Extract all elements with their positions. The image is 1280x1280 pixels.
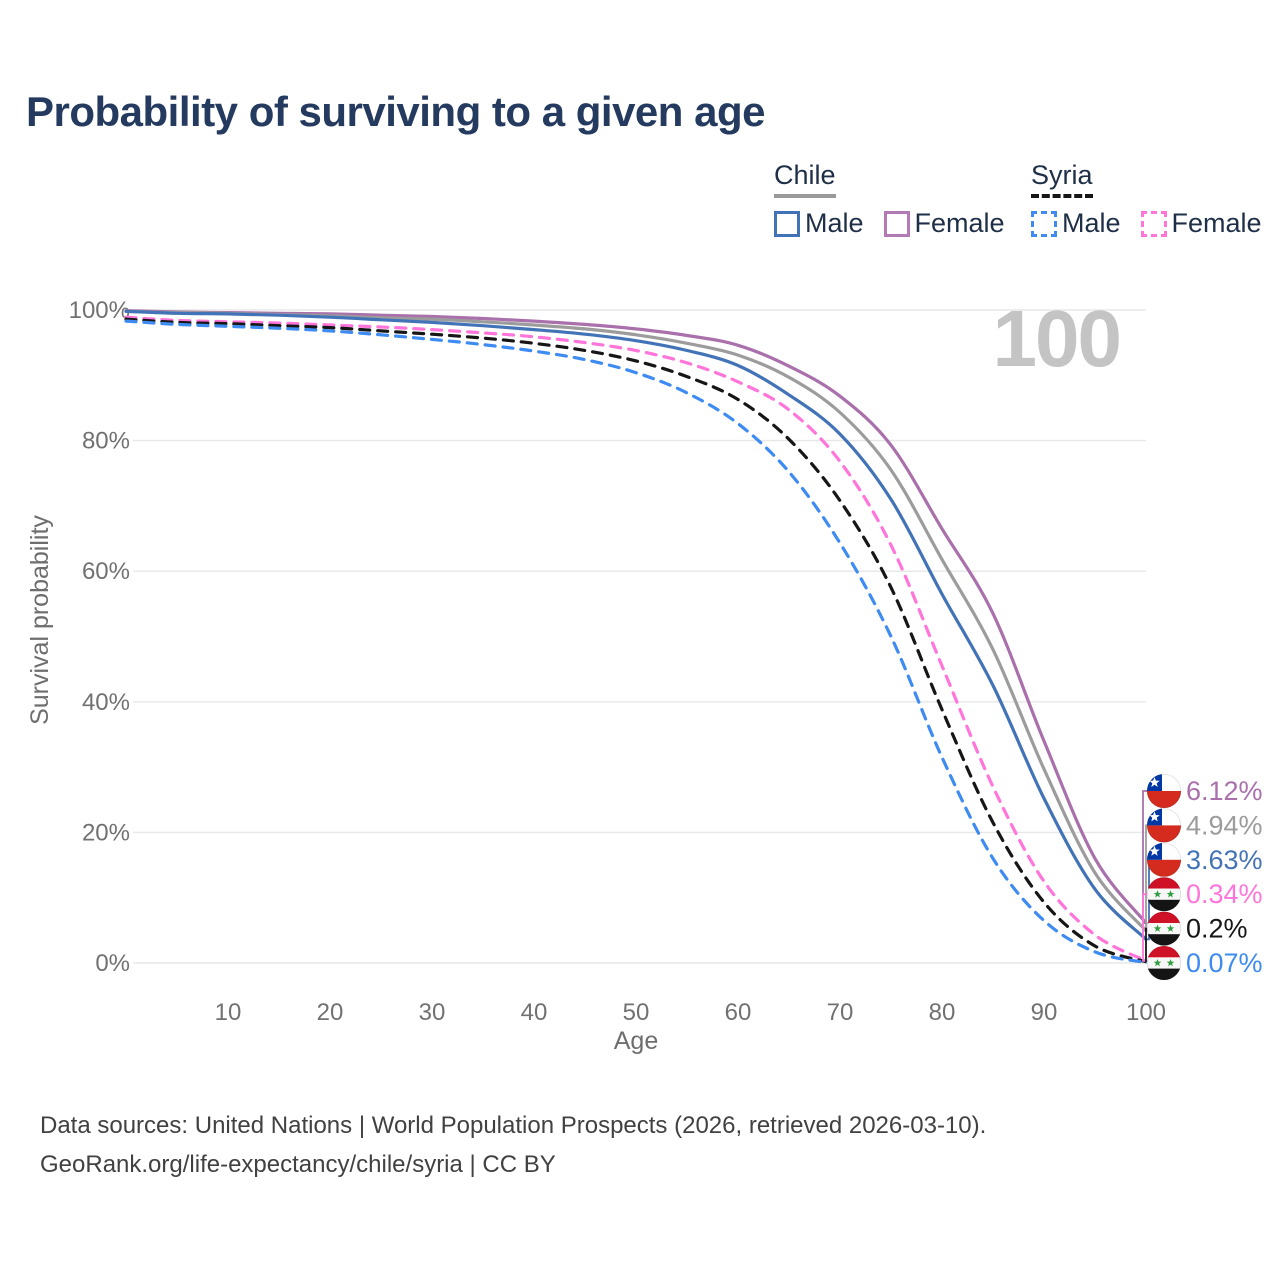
syria-flag-icon xyxy=(1146,911,1182,946)
y-tick-label: 60% xyxy=(82,558,130,585)
star-shape xyxy=(1149,845,1160,856)
end-value-label-syria-female: 0.34% xyxy=(1186,879,1263,909)
chile-flag-icon xyxy=(1146,808,1182,843)
y-tick-label: 0% xyxy=(95,950,130,977)
star-shape xyxy=(1166,959,1175,967)
syria-female-swatch-icon xyxy=(1140,210,1167,237)
curve-syria-both xyxy=(124,317,1148,964)
chile-female-swatch-icon xyxy=(883,210,910,237)
y-axis-title: Survival probability xyxy=(26,515,54,725)
footer-sources-line: Data sources: United Nations | World Pop… xyxy=(40,1112,987,1139)
footer-link-line: GeoRank.org/life-expectancy/chile/syria … xyxy=(40,1151,556,1178)
y-tick-label: 80% xyxy=(82,428,130,455)
legend-row-syria: Male Female xyxy=(1031,208,1262,239)
x-tick-label: 40 xyxy=(521,999,548,1026)
legend-item-label: Female xyxy=(1171,208,1262,238)
star-shape xyxy=(1166,924,1175,932)
curve-syria-male xyxy=(124,319,1148,965)
end-value-label-syria-both: 0.2% xyxy=(1186,914,1248,944)
x-tick-label: 60 xyxy=(725,999,752,1026)
x-tick-label: 30 xyxy=(419,999,446,1026)
legend-item-syria-female[interactable]: Female xyxy=(1140,208,1262,239)
legend-item-chile-male[interactable]: Male xyxy=(774,208,864,239)
syria-male-swatch-icon xyxy=(1031,210,1057,237)
legend-item-chile-female[interactable]: Female xyxy=(883,208,1005,239)
x-tick-label: 80 xyxy=(929,999,956,1026)
y-tick-label: 20% xyxy=(82,819,130,846)
syria-flag-icon xyxy=(1146,877,1182,912)
legend-country-chile: Chile xyxy=(774,160,836,198)
y-tick-label: 40% xyxy=(82,689,130,716)
legend-item-label: Male xyxy=(1062,208,1121,238)
age-watermark: 100 xyxy=(993,294,1120,383)
chile-flag-icon xyxy=(1146,842,1182,877)
end-value-label-chile-both: 4.94% xyxy=(1186,810,1263,840)
end-value-label-chile-male: 3.63% xyxy=(1186,845,1263,875)
end-label-connector xyxy=(1142,790,1150,924)
x-tick-label: 10 xyxy=(215,999,242,1026)
star-shape xyxy=(1166,890,1175,898)
legend-item-syria-male[interactable]: Male xyxy=(1031,208,1121,239)
curve-chile-both xyxy=(124,309,1148,933)
end-value-label-syria-male: 0.07% xyxy=(1186,948,1263,978)
x-axis-title: Age xyxy=(614,1027,658,1055)
chile-flag-icon xyxy=(1146,773,1182,809)
chart-title: Probability of surviving to a given age xyxy=(26,88,765,135)
end-label-connector xyxy=(1142,893,1150,962)
star-shape xyxy=(1149,777,1160,787)
star-shape xyxy=(1153,890,1162,898)
chile-male-swatch-icon xyxy=(774,210,800,237)
x-tick-label: 70 xyxy=(827,999,854,1026)
curve-syria-female xyxy=(124,315,1148,963)
legend-country-syria: Syria xyxy=(1031,160,1093,198)
star-shape xyxy=(1153,924,1162,932)
curve-chile-female xyxy=(124,309,1148,925)
legend-item-label: Male xyxy=(805,208,864,238)
legend-group-syria: Syria Male Female xyxy=(1031,160,1262,239)
curve-chile-male xyxy=(124,309,1148,941)
x-tick-label: 90 xyxy=(1031,999,1058,1026)
star-shape xyxy=(1149,811,1160,822)
x-tick-label: 20 xyxy=(317,999,344,1026)
legend-item-label: Female xyxy=(914,208,1005,238)
x-tick-label: 100 xyxy=(1126,999,1166,1026)
footer: Data sources: United Nations | World Pop… xyxy=(40,1106,986,1184)
syria-flag-icon xyxy=(1146,945,1182,981)
star-shape xyxy=(1153,959,1162,967)
end-value-label-chile-female: 6.12% xyxy=(1186,776,1263,806)
x-tick-label: 50 xyxy=(623,999,650,1026)
legend-group-chile: Chile Male Female xyxy=(774,160,1005,239)
y-tick-label: 100% xyxy=(69,297,130,324)
legend-row-chile: Male Female xyxy=(774,208,1005,239)
